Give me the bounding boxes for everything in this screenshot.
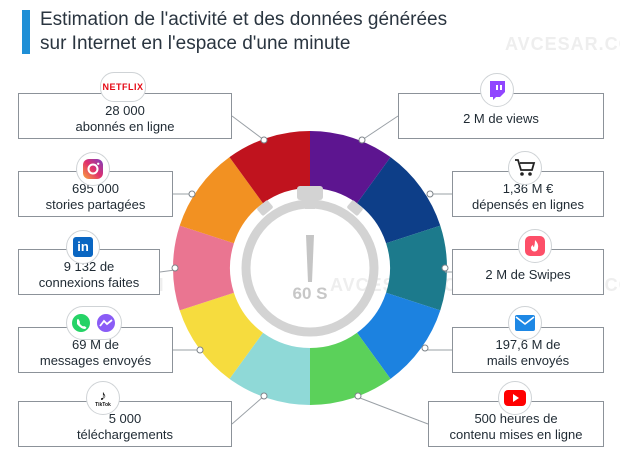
messaging-value: 69 M de [72,337,119,352]
shopping-value: 1,36 M € [502,181,554,196]
page-title: Estimation de l'activité et des données … [40,8,600,56]
netflix-logo-icon: NETFLIX [100,72,146,102]
timer-label: 60 S [292,284,328,303]
linkedin-logo-text: in [73,237,93,257]
stopwatch-details [257,186,363,282]
connector-youtube [359,397,429,425]
connector-twitch [361,115,399,141]
messaging-label: messages envoyés [39,353,152,368]
instagram-icon [76,152,110,186]
ring-segment-twitch [310,131,391,204]
title-accent-bar [22,10,30,54]
ring-segment-linkedin [173,225,234,311]
ring-segments [173,131,447,406]
tiktok-stat-box: 5 000 téléchargements [18,401,232,447]
tiktok-label: téléchargements [76,427,174,442]
instagram-stat-box: 695 000 stories partagées [18,171,173,217]
youtube-value: 500 heures de [474,411,558,426]
youtube-icon [498,381,532,415]
mail-label: mails envoyés [486,353,570,368]
linkedin-label: connexions faites [38,275,140,290]
mail-value: 197,6 M de [495,337,561,352]
twitch-value: 2 M de views [463,111,539,126]
netflix-value: 28 000 [105,103,145,118]
whatsapp-messenger-icon [66,306,122,340]
tiktok-note-glyph: ♪ [99,387,107,403]
connector-dot-tinder [441,264,449,272]
youtube-label: contenu mises en ligne [449,427,583,442]
shopping-cart-icon [508,151,542,185]
ring-segment-tinder [386,225,447,311]
watermark-top: AVCESAR.COM [505,34,620,54]
title-line-1: Estimation de l'activité et des données … [40,9,448,30]
connector-dot-youtube [354,392,362,400]
connector-tiktok [231,395,265,425]
linkedin-stat-box: 9 132 de connexions faites [18,249,160,295]
ring-segment-shopping [357,157,441,244]
connector-dot-instagram [188,190,196,198]
connector-dot-messaging [196,346,204,354]
tinder-stat-box: 2 M de Swipes [452,249,604,295]
connector-netflix [231,115,265,141]
connector-dot-netflix [260,136,268,144]
instagram-value: 695 000 [72,181,119,196]
ring-segment-instagram [179,157,263,244]
connector-lines [159,115,452,425]
ring-segment-netflix [229,131,310,204]
connector-dot-linkedin [171,264,179,272]
instagram-label: stories partagées [45,197,146,212]
ring-segment-mail [357,292,441,379]
tinder-flame-icon [518,229,552,263]
tinder-value: 2 M de Swipes [485,267,571,282]
mail-icon [508,306,542,340]
ring-segment-messaging [179,292,263,379]
linkedin-icon: in [66,230,100,264]
title-line-2: sur Internet en l'espace d'une minute [40,33,351,54]
tiktok-icon: ♪ TikTok [86,381,120,415]
connector-dot-twitch [358,136,366,144]
netflix-label: abonnés en ligne [75,119,175,134]
tiktok-logo-text: TikTok [95,402,111,408]
shopping-label: dépensés en lignes [471,197,585,212]
ring-segment-tiktok [229,332,310,406]
twitch-icon [480,73,514,107]
tiktok-value: 5 000 [108,411,142,426]
connector-dot-mail [421,344,429,352]
ring-segment-youtube [310,332,391,405]
connector-dot-shopping [426,190,434,198]
netflix-logo-text: NETFLIX [102,82,144,92]
connector-dot-tiktok [260,392,268,400]
